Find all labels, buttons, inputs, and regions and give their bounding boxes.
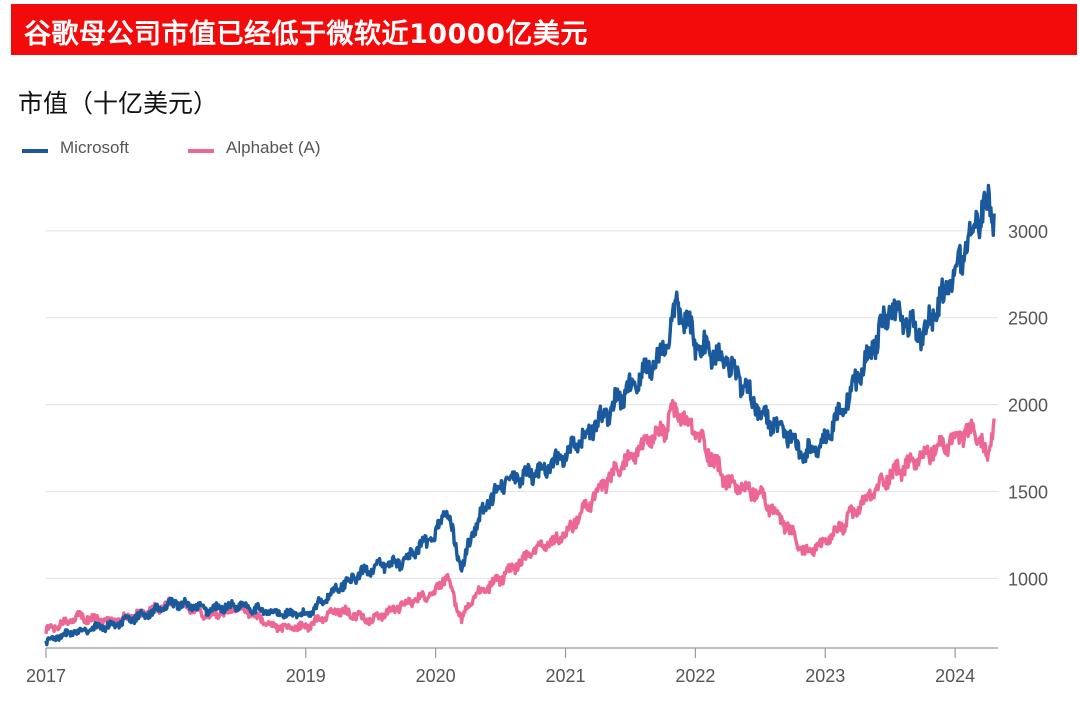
title-banner: 谷歌母公司市值已经低于微软近10000亿美元 (11, 4, 1077, 55)
y-tick-label: 3000 (1008, 222, 1048, 242)
legend-label-alphabet: Alphabet (A) (226, 138, 321, 157)
x-tick-label: 2020 (416, 666, 456, 686)
series-line-microsoft (44, 183, 996, 647)
y-tick-label: 1000 (1008, 569, 1048, 589)
x-tick-label: 2022 (675, 666, 715, 686)
y-tick-label: 2500 (1008, 309, 1048, 329)
series-line-alphabet (44, 398, 996, 634)
y-tick-label: 2000 (1008, 396, 1048, 416)
legend-swatch-alphabet (188, 149, 214, 153)
legend-label-microsoft: Microsoft (60, 138, 129, 157)
chart-subtitle: 市值（十亿美元） (18, 89, 219, 118)
legend-swatch-microsoft (22, 149, 48, 153)
x-tick-label: 2017 (26, 666, 66, 686)
chart-title: 谷歌母公司市值已经低于微软近10000亿美元 (24, 19, 588, 50)
x-tick-label: 2019 (286, 666, 326, 686)
x-tick-label: 2021 (545, 666, 585, 686)
x-tick-label: 2023 (805, 666, 845, 686)
x-tick-label: 2024 (935, 666, 975, 686)
y-tick-label: 1500 (1008, 483, 1048, 503)
